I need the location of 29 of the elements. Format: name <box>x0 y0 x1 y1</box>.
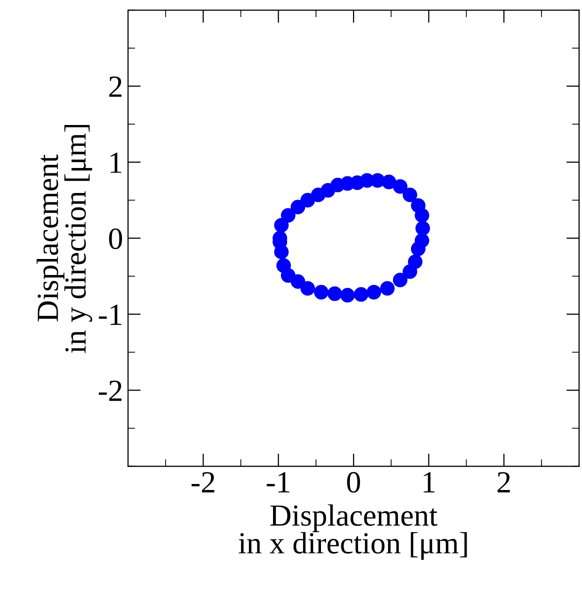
point <box>392 272 408 288</box>
y-axis-title: Displacement in y direction [μm] <box>36 124 92 354</box>
point <box>280 208 296 223</box>
point <box>414 208 430 223</box>
y-tick-label: -1 <box>98 304 122 325</box>
point <box>380 281 395 296</box>
y-tick-label: 0 <box>109 228 122 250</box>
point <box>354 287 368 302</box>
point <box>392 179 408 194</box>
point <box>402 264 418 279</box>
point <box>410 242 426 256</box>
point <box>340 288 355 302</box>
y-tick-label: 2 <box>109 76 122 97</box>
point <box>314 284 329 300</box>
y-tick-label: 1 <box>110 152 122 173</box>
x-tick-label: 0 <box>347 472 360 493</box>
x-tick-label: 2 <box>498 472 510 492</box>
y-tick-label: -2 <box>98 380 122 401</box>
x-tick-label: 1 <box>424 472 435 492</box>
point <box>402 188 418 202</box>
point <box>415 221 430 236</box>
x-tick-label: -2 <box>192 472 214 492</box>
x-tick-label: -1 <box>266 472 290 492</box>
point <box>327 286 342 301</box>
point <box>276 258 291 273</box>
point <box>274 218 289 233</box>
x-axis-title: Displacement in x direction [μm] <box>238 504 467 560</box>
point <box>382 174 396 190</box>
point <box>366 284 382 300</box>
